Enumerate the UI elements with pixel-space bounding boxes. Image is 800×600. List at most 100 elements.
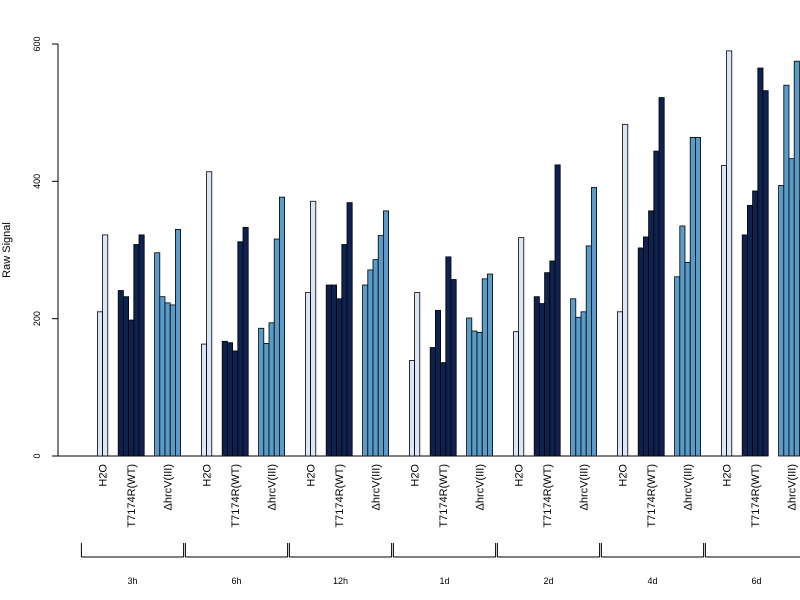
bar: [778, 185, 785, 457]
bar: [200, 343, 207, 457]
bar: [237, 241, 244, 457]
bar: [747, 204, 754, 457]
bar: [341, 244, 348, 457]
bar: [726, 50, 733, 457]
bar: [575, 316, 582, 457]
category-label: T7174R(WT): [230, 464, 242, 528]
bar: [174, 228, 181, 457]
bar: [658, 97, 665, 457]
bar: [695, 136, 702, 457]
bar: [377, 235, 384, 457]
bar: [689, 136, 696, 457]
category-label: ΔhrcV(III): [683, 464, 695, 510]
group-label: 1d: [439, 576, 449, 586]
bar: [471, 330, 478, 457]
bar: [518, 237, 525, 457]
bar: [653, 150, 660, 457]
bar: [513, 331, 520, 457]
group-label: 6d: [751, 576, 761, 586]
bar: [346, 202, 353, 457]
y-tick-label: 0: [32, 453, 42, 458]
bar: [138, 234, 145, 457]
bar: [679, 225, 686, 457]
bar: [570, 298, 577, 457]
bar: [674, 276, 681, 457]
bar: [263, 342, 270, 457]
y-tick-label: 200: [32, 311, 42, 326]
bar: [133, 244, 140, 457]
category-label: H2O: [98, 464, 110, 487]
bar: [128, 319, 135, 457]
bar: [440, 362, 447, 457]
bar: [762, 90, 769, 457]
bar: [304, 292, 311, 457]
category-label: T7174R(WT): [750, 464, 762, 528]
bar: [643, 236, 650, 457]
bar: [549, 260, 556, 457]
bar: [445, 256, 452, 457]
bar: [268, 322, 275, 457]
bar: [788, 158, 795, 457]
category-label: H2O: [410, 464, 422, 487]
group-label: 6h: [231, 576, 241, 586]
category-label: T7174R(WT): [646, 464, 658, 528]
bar: [486, 273, 493, 457]
bar: [617, 311, 624, 457]
bar: [648, 210, 655, 457]
bar: [226, 342, 233, 457]
bar: [169, 304, 176, 457]
bar: [232, 350, 239, 457]
bar: [336, 298, 343, 457]
bar: [382, 210, 389, 457]
bar: [242, 226, 249, 457]
bar: [585, 245, 592, 457]
y-axis-label: Raw Signal: [1, 222, 13, 278]
group-label: 3h: [127, 576, 137, 586]
bar: [434, 310, 441, 457]
bar: [414, 292, 421, 457]
bar: [591, 187, 598, 457]
bar: [533, 296, 540, 457]
plot-area: 0 200 400 600 H2O T7174R(WT) ΔhrcV(III) 3h H2O T7…: [32, 36, 800, 586]
category-label: ΔhrcV(III): [475, 464, 487, 510]
bar: [783, 84, 790, 457]
group-label: 2d: [543, 576, 553, 586]
bar: [752, 190, 759, 457]
y-tick-label: 400: [32, 174, 42, 189]
bar: [741, 234, 748, 457]
group-label: 12h: [333, 576, 348, 586]
category-label: T7174R(WT): [334, 464, 346, 528]
category-label: T7174R(WT): [542, 464, 554, 528]
category-label: H2O: [514, 464, 526, 487]
category-label: H2O: [722, 464, 734, 487]
bar: [684, 261, 691, 457]
bar: [325, 284, 332, 457]
bar: [362, 284, 369, 457]
bar: [539, 303, 546, 457]
bar: [258, 327, 265, 457]
bar: [637, 247, 644, 457]
bar: [580, 311, 587, 457]
category-label: ΔhrcV(III): [371, 464, 383, 510]
category-label: ΔhrcV(III): [579, 464, 591, 510]
bar: [310, 200, 317, 457]
bar: [367, 269, 374, 457]
category-label: T7174R(WT): [126, 464, 138, 528]
group-label: 4d: [647, 576, 657, 586]
bar: [97, 311, 104, 457]
category-label: H2O: [202, 464, 214, 487]
bar: [164, 302, 171, 457]
bar: [408, 360, 415, 457]
category-label: T7174R(WT): [438, 464, 450, 528]
category-label: H2O: [306, 464, 318, 487]
bar: [429, 347, 436, 457]
bar: [554, 164, 561, 457]
bar: [123, 296, 130, 457]
bar: [481, 278, 488, 457]
bar: [278, 196, 285, 457]
category-label: ΔhrcV(III): [267, 464, 279, 510]
bar: [102, 234, 109, 457]
bar: [466, 317, 473, 457]
bar: [476, 331, 483, 457]
